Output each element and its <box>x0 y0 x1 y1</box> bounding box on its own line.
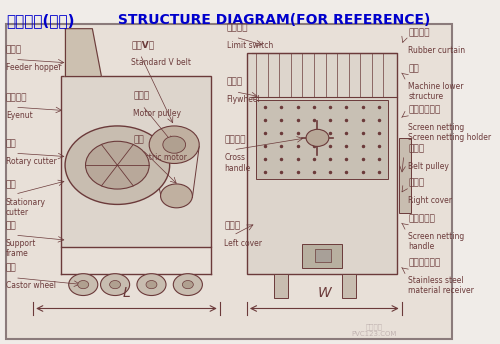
Text: 机架: 机架 <box>6 221 16 230</box>
Text: 右护罩: 右护罩 <box>408 178 424 187</box>
Text: L: L <box>122 286 130 300</box>
Text: Machine lower
structure: Machine lower structure <box>408 82 464 101</box>
Circle shape <box>110 280 120 289</box>
Text: Standard V belt: Standard V belt <box>131 58 191 67</box>
Circle shape <box>137 274 166 295</box>
Text: Electric motor: Electric motor <box>134 153 187 162</box>
Text: Motor pulley: Motor pulley <box>134 109 182 118</box>
Text: 惯性轮: 惯性轮 <box>226 78 242 87</box>
Text: 槽体: 槽体 <box>408 64 419 73</box>
Circle shape <box>100 274 130 295</box>
Text: Stationary
cutter: Stationary cutter <box>6 197 46 217</box>
Text: 投料斗: 投料斗 <box>6 45 22 54</box>
Text: 吊杆螺母: 吊杆螺母 <box>6 93 28 102</box>
Text: Stainless steel
material receiver: Stainless steel material receiver <box>408 276 474 295</box>
Text: 电机轮: 电机轮 <box>134 92 150 100</box>
Text: 脚轮: 脚轮 <box>6 264 16 273</box>
FancyBboxPatch shape <box>60 76 210 247</box>
Text: 环球塑化
PVC123.COM: 环球塑化 PVC123.COM <box>352 324 397 337</box>
Text: Left cover: Left cover <box>224 238 262 248</box>
FancyBboxPatch shape <box>315 249 331 262</box>
FancyBboxPatch shape <box>274 275 288 298</box>
Text: Castor wheel: Castor wheel <box>6 281 56 290</box>
Circle shape <box>146 280 157 289</box>
FancyBboxPatch shape <box>302 244 343 268</box>
Text: 挡料胶条: 挡料胶条 <box>408 28 430 37</box>
Text: 左护罩: 左护罩 <box>224 221 240 230</box>
Text: W: W <box>318 286 331 300</box>
Text: Feeder hopper: Feeder hopper <box>6 63 62 72</box>
Circle shape <box>86 141 149 189</box>
Text: Cross
handle: Cross handle <box>224 153 250 173</box>
Text: 定刀: 定刀 <box>6 180 16 189</box>
Circle shape <box>306 129 329 147</box>
Circle shape <box>163 136 186 153</box>
Circle shape <box>149 126 199 163</box>
Circle shape <box>160 184 192 208</box>
Text: Belt pulley: Belt pulley <box>408 162 450 171</box>
Circle shape <box>68 274 98 295</box>
FancyBboxPatch shape <box>6 24 452 339</box>
Text: Rotary cutter: Rotary cutter <box>6 157 56 166</box>
Text: Screen netting
Screen netting holder: Screen netting Screen netting holder <box>408 122 492 142</box>
Text: 筛网架把手: 筛网架把手 <box>408 214 436 223</box>
Text: 十字把手: 十字把手 <box>224 136 246 145</box>
Text: Right cover: Right cover <box>408 196 453 205</box>
Text: 普通V带: 普通V带 <box>131 40 154 49</box>
Text: Limit switch: Limit switch <box>226 41 273 50</box>
Text: Rubber curtain: Rubber curtain <box>408 46 466 55</box>
Text: Screen netting
handle: Screen netting handle <box>408 232 465 251</box>
Text: Flywheel: Flywheel <box>226 95 260 104</box>
Circle shape <box>78 280 88 289</box>
Circle shape <box>65 126 170 204</box>
Text: STRUCTURE DIAGRAM(FOR REFERENCE): STRUCTURE DIAGRAM(FOR REFERENCE) <box>113 13 430 27</box>
Text: 筛网、筛网架: 筛网、筛网架 <box>408 105 440 114</box>
Text: 动刀: 动刀 <box>6 139 16 148</box>
Text: Eyenut: Eyenut <box>6 110 32 120</box>
Text: 易移式储料斗: 易移式储料斗 <box>408 259 440 268</box>
Text: Support
frame: Support frame <box>6 238 36 258</box>
FancyBboxPatch shape <box>247 53 397 275</box>
FancyBboxPatch shape <box>400 138 410 213</box>
Text: 行程开关: 行程开关 <box>226 23 248 32</box>
Text: 电机: 电机 <box>134 136 144 145</box>
Circle shape <box>182 280 194 289</box>
Polygon shape <box>65 29 102 76</box>
Text: 结构简图(参考): 结构简图(参考) <box>6 13 74 28</box>
FancyBboxPatch shape <box>342 275 356 298</box>
Text: 皮带轮: 皮带轮 <box>408 144 424 153</box>
Circle shape <box>174 274 203 295</box>
FancyBboxPatch shape <box>256 100 388 179</box>
